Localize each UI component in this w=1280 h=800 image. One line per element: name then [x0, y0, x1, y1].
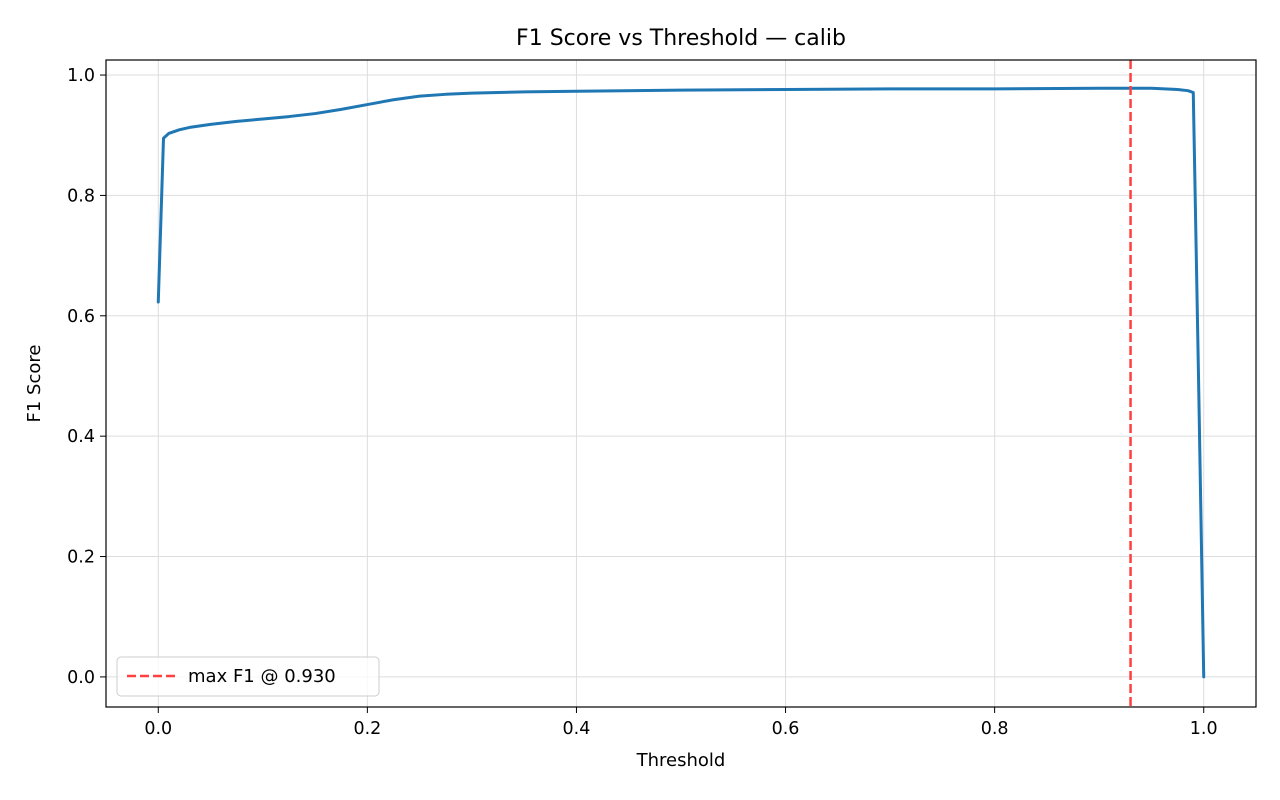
x-tick-label: 0.6 [772, 719, 800, 739]
x-tick-label: 0.8 [981, 719, 1009, 739]
y-axis-label: F1 Score [24, 345, 45, 423]
grid [106, 60, 1256, 707]
y-tick-label: 0.0 [67, 668, 95, 688]
ticks: 0.0 0.2 0.4 0.6 0.8 1.0 0.0 0.2 0.4 0.6 0.8 1.0 [67, 66, 1217, 739]
x-tick-label: 1.0 [1190, 719, 1218, 739]
legend: max F1 @ 0.930 [116, 656, 380, 697]
chart-title: F1 Score vs Threshold — calib [516, 26, 846, 51]
x-tick-label: 0.0 [144, 719, 172, 739]
y-tick-label: 0.4 [67, 427, 95, 447]
y-tick-label: 1.0 [67, 66, 95, 86]
y-tick-label: 0.2 [67, 548, 95, 568]
y-tick-label: 0.6 [67, 307, 95, 327]
plot-data [156, 60, 1206, 707]
f1-curve-line [156, 86, 1206, 679]
legend-label-vline: max F1 @ 0.930 [188, 666, 336, 687]
x-axis-label: Threshold [636, 750, 726, 771]
y-tick-label: 0.8 [67, 186, 95, 206]
x-tick-label: 0.2 [353, 719, 381, 739]
x-tick-label: 0.4 [563, 719, 591, 739]
plot-frame [105, 59, 1257, 708]
legend-box [116, 656, 380, 697]
